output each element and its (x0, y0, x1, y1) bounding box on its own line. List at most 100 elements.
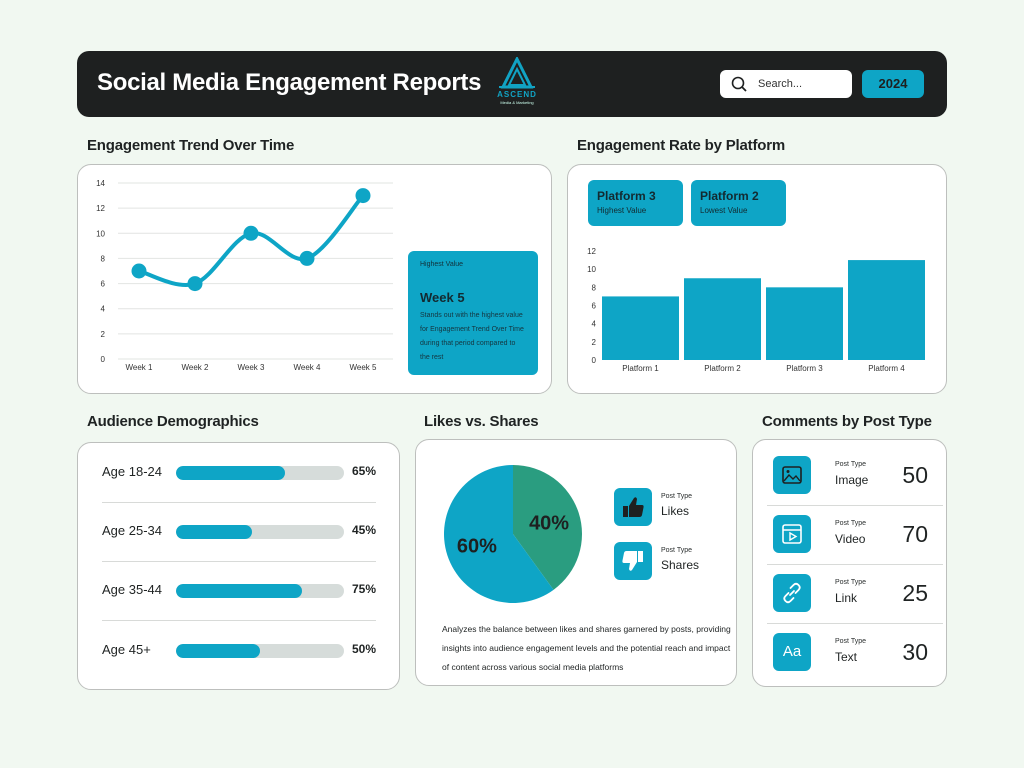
comment-post-type: Post Type (835, 638, 867, 645)
legend-item-likes: Post Type Likes (614, 488, 724, 528)
demographics-card: Age 18-24 65% Age 25-34 45% Age 35-44 75… (77, 442, 400, 690)
comment-count: 70 (902, 521, 928, 547)
platform-card: Platform 3 Highest Value Platform 2 Lowe… (567, 164, 947, 394)
trend-section-title: Engagement Trend Over Time (87, 137, 295, 154)
comments-card: Post Type Image 50 Post Type Video 70 Po… (752, 439, 947, 687)
legend-icon-box (614, 542, 652, 580)
y-tick-label: 12 (587, 247, 596, 256)
thumbs-up-icon (623, 497, 644, 517)
pie-slice (513, 465, 582, 590)
pie-slice-label: 60% (457, 536, 497, 558)
pie-description: Analyzes the balance between likes and s… (442, 624, 731, 672)
bar (602, 296, 679, 360)
data-point (355, 188, 371, 204)
demographic-percent: 50% (352, 642, 377, 656)
y-tick-label: 14 (96, 179, 105, 188)
platform-badge-sub: Lowest Value (700, 206, 748, 215)
divider (102, 561, 376, 562)
search-box[interactable] (720, 70, 852, 98)
legend-post-type: Post Type (661, 547, 693, 554)
pie-slice (444, 465, 554, 603)
y-tick-label: 8 (101, 254, 106, 263)
comment-name: Link (835, 591, 858, 605)
comment-row-image: Post Type Image 50 (773, 456, 943, 498)
search-icon (731, 76, 747, 92)
bar-chart: 0 2 4 6 8 10 12 Platform 1 Platform 2 Platform 3 P… (587, 247, 925, 373)
y-tick-label: 0 (101, 355, 106, 364)
divider (102, 502, 376, 503)
logo-mark-icon (499, 55, 535, 89)
image-icon (782, 466, 802, 484)
comment-icon-box (773, 456, 811, 494)
logo-tagline: Media & Marketing (500, 100, 534, 105)
demographic-bar-fill (176, 584, 302, 598)
divider (102, 620, 376, 621)
y-tick-label: 12 (96, 204, 105, 213)
x-tick-label: Week 2 (182, 363, 210, 372)
comment-post-type: Post Type (835, 520, 867, 527)
divider (767, 505, 943, 506)
highest-value-description: Stands out with the highest value for En… (420, 312, 524, 361)
likes-shares-card: 40% 60% Post Type Likes Post Type Shares … (415, 439, 737, 686)
demographic-bar-track (176, 525, 344, 539)
demographic-percent: 65% (352, 464, 377, 478)
bar (848, 260, 925, 360)
comment-row-link: Post Type Link 25 (773, 574, 943, 616)
platform-badge-name: Platform 2 (700, 189, 759, 203)
y-tick-label: 4 (101, 305, 106, 314)
x-tick-label: Week 1 (126, 363, 154, 372)
brand-logo: ASCEND Media & Marketing (487, 55, 547, 105)
comment-icon-box (773, 515, 811, 553)
data-point (299, 250, 315, 266)
highest-value-label: Highest Value (420, 261, 464, 268)
highest-value-week: Week 5 (420, 290, 465, 305)
platform-badge-sub: Highest Value (597, 206, 647, 215)
comment-name: Image (835, 473, 869, 487)
demographic-bar-fill (176, 644, 260, 658)
demographic-age: Age 35-44 (102, 582, 162, 597)
platform-badge-lowest: Platform 2 Lowest Value (691, 180, 786, 226)
comment-icon-box (773, 574, 811, 612)
y-tick-label: 4 (592, 320, 597, 329)
page-title: Social Media Engagement Reports (97, 69, 482, 96)
comment-count: 25 (902, 580, 928, 606)
demographic-age: Age 25-34 (102, 523, 162, 538)
bar (684, 278, 761, 360)
x-tick-label: Platform 3 (786, 364, 823, 373)
year-button[interactable]: 2024 (862, 70, 924, 98)
pie-slice-label: 40% (529, 512, 569, 534)
data-point (131, 263, 147, 279)
demographic-bar-track (176, 466, 344, 480)
demographic-bar-track (176, 644, 344, 658)
divider (767, 623, 943, 624)
comment-count: 30 (902, 639, 928, 665)
text-icon: Aa (782, 643, 802, 660)
logo-name: ASCEND (497, 90, 537, 99)
legend-name: Likes (661, 504, 690, 518)
video-icon (782, 524, 802, 544)
x-tick-label: Week 5 (350, 363, 378, 372)
x-tick-label: Platform 2 (704, 364, 741, 373)
demographic-row: Age 25-34 45% (102, 517, 376, 547)
demographic-bar-fill (176, 525, 252, 539)
legend-icon-box (614, 488, 652, 526)
x-tick-label: Week 3 (238, 363, 266, 372)
y-tick-label: 0 (592, 356, 597, 365)
x-tick-label: Platform 1 (622, 364, 659, 373)
comment-row-text: Aa Post Type Text 30 (773, 633, 943, 675)
platform-badge-highest: Platform 3 Highest Value (588, 180, 683, 226)
line-chart: 0 2 4 6 8 10 12 14 Week 1 Week 2 Week 3 Week 4 Week … (96, 179, 393, 372)
x-tick-label: Week 4 (294, 363, 322, 372)
demographics-section-title: Audience Demographics (87, 413, 259, 430)
pie-chart: 40% 60% (444, 465, 582, 603)
legend-item-shares: Post Type Shares (614, 542, 724, 582)
comment-count: 50 (902, 462, 928, 488)
y-tick-label: 6 (101, 280, 106, 289)
data-point (187, 276, 203, 292)
comment-row-video: Post Type Video 70 (773, 515, 943, 557)
demographic-bar-track (176, 584, 344, 598)
y-tick-label: 6 (592, 302, 597, 311)
comment-post-type: Post Type (835, 579, 867, 586)
search-input[interactable] (758, 75, 846, 93)
divider (767, 564, 943, 565)
